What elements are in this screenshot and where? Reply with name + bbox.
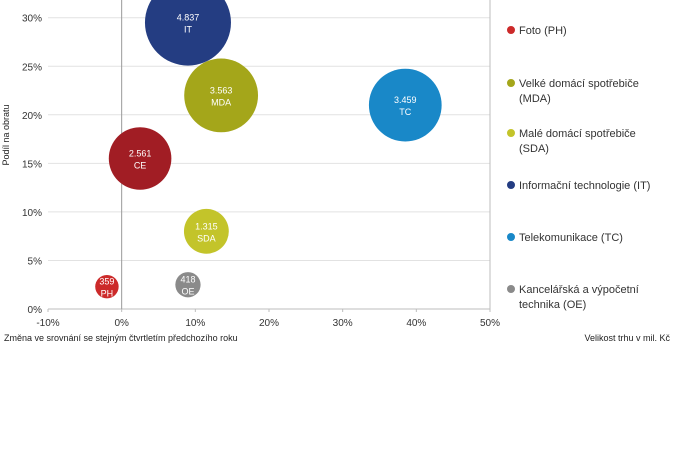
bubble-value-label: 359 — [99, 277, 114, 287]
axes: 0% 5% 10% 15% 20% 25% 30% -10% 0% 10% 20% 30% 40% 50% — [22, 0, 500, 329]
legend-marker — [507, 233, 515, 241]
bubble-circle[interactable] — [108, 127, 172, 190]
legend-label: Informační technologie (IT) — [519, 180, 650, 192]
bubble-code-label: SDA — [197, 233, 216, 243]
legend-item-tc[interactable]: Telekomunikace (TC) — [507, 232, 623, 244]
bubble-code-label: CE — [134, 161, 147, 171]
bubbles: 359 PH 3.563 MDA 1.315 SDA 4.837 IT 3.459 TC 418 OE… — [95, 0, 442, 299]
legend-label-line: Telekomunikace (TC) — [519, 232, 623, 244]
bubble-value-label: 3.459 — [394, 95, 417, 105]
bubble-value-label: 1.315 — [195, 221, 218, 231]
bubble-circle[interactable] — [175, 272, 201, 298]
y-tick-label: 15% — [22, 159, 42, 170]
bubble-circle[interactable] — [184, 58, 259, 133]
bubble-circle[interactable] — [95, 274, 119, 299]
legend-marker — [507, 181, 515, 189]
bubble-circle[interactable] — [183, 208, 229, 254]
bubble-value-label: 3.563 — [210, 85, 233, 95]
bubble-oe[interactable]: 418 OE — [175, 272, 201, 298]
x-tick-label: 50% — [480, 318, 500, 329]
x-tick-label: 0% — [114, 318, 129, 329]
grid-lines — [48, 17, 490, 261]
legend-label-line: Kancelářská a výpočetní — [519, 284, 639, 296]
legend-marker — [507, 285, 515, 293]
bubble-ce[interactable]: 2.561 CE — [108, 127, 172, 190]
bubble-it[interactable]: 4.837 IT — [144, 0, 231, 66]
legend-item-it[interactable]: Informační technologie (IT) — [507, 180, 650, 192]
legend-label-line: (MDA) — [519, 93, 551, 105]
x-tick-label: 40% — [406, 318, 426, 329]
legend-marker — [507, 129, 515, 137]
bubble-value-label: 418 — [180, 275, 195, 285]
bubble-value-label: 2.561 — [129, 149, 152, 159]
legend-item-ph[interactable]: Foto (PH) — [507, 25, 567, 37]
y-tick-label: 0% — [28, 305, 43, 316]
legend-marker — [507, 79, 515, 87]
legend-label-line: (SDA) — [519, 143, 549, 155]
bubble-value-label: 4.837 — [177, 13, 200, 23]
bubble-code-label: MDA — [211, 97, 231, 107]
bubble-circle[interactable] — [144, 0, 231, 66]
legend-item-oe[interactable]: Kancelářská a výpočetní technika (OE) — [507, 284, 639, 311]
bubble-tc[interactable]: 3.459 TC — [368, 68, 442, 142]
bubble-circle[interactable] — [368, 68, 442, 142]
legend-label-line: technika (OE) — [519, 299, 586, 311]
legend-label: Telekomunikace (TC) — [519, 232, 623, 244]
legend-label: Foto (PH) — [519, 25, 567, 37]
bubble-code-label: OE — [181, 287, 194, 297]
y-tick-label: 10% — [22, 208, 42, 219]
x-tick-label: 20% — [259, 318, 279, 329]
legend-label-line: Velké domácí spotřebiče — [519, 78, 639, 90]
x-tick-label: -10% — [36, 318, 59, 329]
bubble-code-label: PH — [101, 289, 114, 299]
legend-label-line: Informační technologie (IT) — [519, 180, 650, 192]
bubble-ph[interactable]: 359 PH — [95, 274, 119, 299]
legend-label: Kancelářská a výpočetní technika (OE) — [519, 284, 639, 311]
legend-item-sda[interactable]: Malé domácí spotřebiče (SDA) — [507, 128, 636, 155]
y-tick-label: 5% — [28, 256, 43, 267]
legend-label: Malé domácí spotřebiče (SDA) — [519, 128, 636, 155]
y-tick-label: 30% — [22, 14, 42, 25]
y-tick-label: 20% — [22, 111, 42, 122]
bubble-code-label: IT — [184, 25, 193, 35]
bubble-code-label: TC — [399, 107, 411, 117]
legend-label-line: Malé domácí spotřebiče — [519, 128, 636, 140]
size-label: Velikost trhu v mil. Kč — [584, 333, 670, 343]
bubble-mda[interactable]: 3.563 MDA — [184, 58, 259, 133]
y-tick-label: 25% — [22, 62, 42, 73]
legend-label: Velké domácí spotřebiče (MDA) — [519, 78, 639, 105]
legend-item-mda[interactable]: Velké domácí spotřebiče (MDA) — [507, 78, 639, 105]
x-axis-label: Změna ve srovnání se stejným čtvrtletím … — [4, 333, 238, 343]
y-axis-label: Podíl na obratu — [1, 104, 11, 165]
bubble-sda[interactable]: 1.315 SDA — [183, 208, 229, 254]
legend-marker — [507, 26, 515, 34]
legend: Foto (PH) Velké domácí spotřebiče (MDA) Mal… — [507, 25, 650, 311]
x-tick-label: 30% — [333, 318, 353, 329]
legend-label-line: Foto (PH) — [519, 25, 567, 37]
x-tick-label: 10% — [185, 318, 205, 329]
